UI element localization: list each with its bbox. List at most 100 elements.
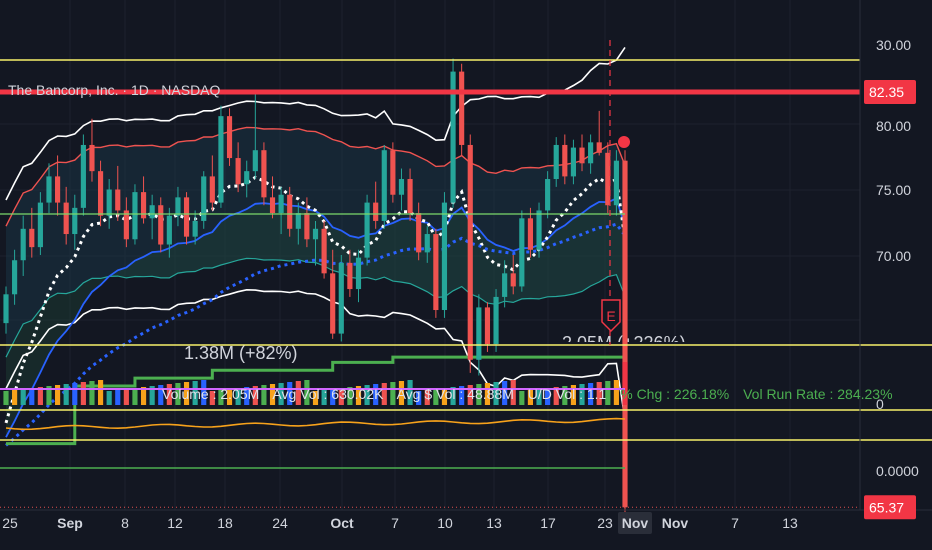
candle[interactable]	[72, 194, 78, 250]
candle[interactable]	[218, 105, 224, 208]
candle[interactable]	[175, 186, 181, 227]
candle[interactable]	[287, 186, 293, 237]
candle[interactable]	[46, 163, 52, 214]
candle[interactable]	[562, 134, 568, 185]
candle[interactable]	[269, 176, 276, 219]
time-axis-label[interactable]: Nov	[662, 515, 689, 531]
candle[interactable]	[183, 192, 190, 245]
candle[interactable]	[330, 249, 336, 339]
candle[interactable]	[158, 197, 164, 253]
candle[interactable]	[252, 89, 258, 180]
candle[interactable]	[605, 142, 611, 214]
candle[interactable]	[278, 186, 284, 235]
candle[interactable]	[407, 168, 413, 221]
candle[interactable]	[106, 179, 112, 229]
candle[interactable]	[235, 142, 241, 193]
symbol-title[interactable]: The Bancorp, Inc. · 1D · NASDAQ	[8, 82, 221, 98]
candle[interactable]	[226, 108, 233, 166]
price-tick-label[interactable]: 75.00	[876, 182, 911, 198]
candle[interactable]	[622, 150, 628, 517]
horizontal-lines[interactable]: E	[0, 40, 932, 508]
time-axis-label[interactable]: 13	[486, 515, 502, 531]
candle[interactable]	[3, 286, 9, 334]
candle[interactable]	[364, 194, 370, 266]
candle[interactable]	[527, 207, 534, 258]
time-axis-label[interactable]: 7	[391, 515, 399, 531]
pane1-axis-label[interactable]: 0	[876, 396, 884, 412]
earnings-marker[interactable]: E	[601, 299, 621, 333]
price-tick-label[interactable]: 30.00	[876, 37, 911, 53]
price-tag[interactable]: 82.35	[864, 80, 916, 104]
pane2-axis-label[interactable]: 0.0000	[876, 463, 919, 479]
candle[interactable]	[295, 202, 301, 245]
candle[interactable]	[476, 294, 482, 376]
candle[interactable]	[140, 176, 147, 224]
time-axis-label[interactable]: 23	[597, 515, 613, 531]
candle[interactable]	[424, 226, 430, 263]
candle[interactable]	[459, 63, 465, 156]
candle[interactable]	[29, 207, 35, 258]
candle[interactable]	[355, 249, 362, 303]
candle[interactable]	[149, 194, 155, 240]
candle[interactable]	[433, 228, 439, 318]
price-tick-label[interactable]: 70.00	[876, 248, 911, 264]
candle[interactable]	[166, 207, 172, 258]
candle[interactable]	[97, 160, 104, 227]
time-axis-label[interactable]: Oct	[330, 515, 354, 531]
signal-dot[interactable]	[618, 136, 630, 148]
candle[interactable]	[321, 220, 327, 279]
candle[interactable]	[390, 142, 396, 203]
candle[interactable]	[373, 181, 379, 229]
time-axis-label[interactable]: 24	[272, 515, 288, 531]
candle[interactable]	[416, 202, 422, 261]
candle[interactable]	[55, 155, 61, 216]
candle[interactable]	[209, 155, 215, 211]
candle[interactable]	[20, 215, 26, 276]
candle[interactable]	[12, 249, 18, 305]
candle[interactable]	[579, 134, 585, 172]
candle[interactable]	[398, 168, 405, 211]
time-axis-label[interactable]: 12	[167, 515, 183, 531]
candle[interactable]	[123, 197, 129, 248]
time-axis-label[interactable]: 7	[731, 515, 739, 531]
candle[interactable]	[338, 255, 344, 342]
candle[interactable]	[192, 210, 198, 245]
time-axis-label[interactable]: 18	[217, 515, 233, 531]
candle[interactable]	[244, 160, 250, 198]
price-axis[interactable]: 30.00 80.00 75.00 70.00 82.35 65.37 0 0.0000	[864, 37, 919, 520]
price-tag[interactable]: 65.37	[864, 495, 916, 520]
time-axis[interactable]: 25 Sep 8 12 18 24 Oct 7 10 13 17 23 Nov 7 13 Nov	[2, 512, 798, 534]
candle[interactable]	[201, 171, 207, 229]
candle[interactable]	[115, 165, 121, 221]
time-axis-label[interactable]: 25	[2, 515, 18, 531]
candle[interactable]	[312, 220, 319, 266]
time-axis-label[interactable]: 10	[437, 515, 453, 531]
candle[interactable]	[613, 150, 619, 216]
candlesticks[interactable]	[3, 58, 628, 518]
candle[interactable]	[484, 302, 491, 352]
candle[interactable]	[80, 134, 86, 216]
candle[interactable]	[261, 142, 267, 206]
candle[interactable]	[304, 197, 310, 248]
time-axis-label[interactable]: Sep	[57, 515, 83, 531]
candle[interactable]	[502, 260, 508, 308]
candle[interactable]	[467, 134, 473, 373]
candle[interactable]	[570, 139, 576, 185]
candle[interactable]	[536, 202, 542, 258]
time-axis-current-date[interactable]: Nov	[618, 512, 652, 534]
candle[interactable]	[347, 249, 353, 297]
candle[interactable]	[545, 171, 551, 219]
candle[interactable]	[519, 210, 525, 292]
candle[interactable]	[588, 134, 594, 174]
candle[interactable]	[381, 144, 387, 229]
candle[interactable]	[89, 118, 95, 182]
candle[interactable]	[441, 192, 448, 318]
price-tick-label[interactable]: 80.00	[876, 118, 911, 134]
candle[interactable]	[553, 137, 559, 187]
time-axis-label[interactable]: 8	[121, 515, 129, 531]
candle[interactable]	[493, 289, 499, 352]
candle[interactable]	[37, 192, 43, 255]
time-axis-label[interactable]: 17	[540, 515, 556, 531]
candle[interactable]	[596, 110, 602, 156]
